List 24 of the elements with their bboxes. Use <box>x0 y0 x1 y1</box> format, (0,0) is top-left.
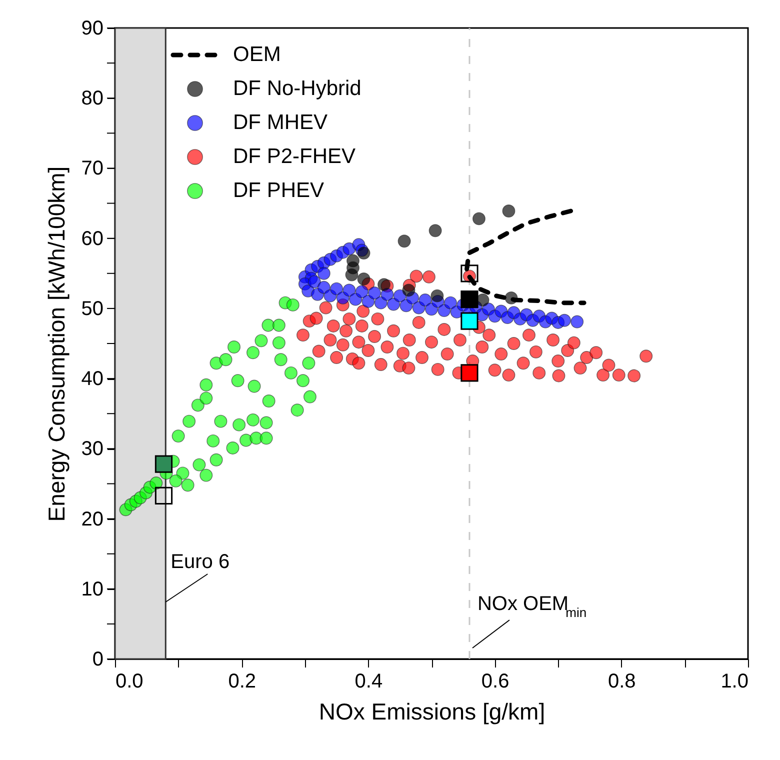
x-tick-label: 0.4 <box>354 670 383 692</box>
x-tick-label: 0.6 <box>481 670 510 692</box>
y-tick-label: 50 <box>81 298 104 320</box>
y-tick-label: 30 <box>81 438 104 460</box>
x-tick-label: 0.0 <box>116 670 144 692</box>
x-axis-title: NOx Emissions [g/km] <box>318 698 546 724</box>
legend-label: DF P2-FHEV <box>233 145 356 168</box>
y-tick-label: 40 <box>81 368 104 390</box>
legend-label: OEM <box>233 43 281 66</box>
y-tick-label: 70 <box>81 158 104 180</box>
y-tick-label: 60 <box>81 228 104 250</box>
y-axis-title: Energy Consumption [kWh/100km] <box>43 166 70 522</box>
x-tick-label: 1.0 <box>720 670 748 692</box>
x-tick-label: 0.8 <box>608 670 636 692</box>
x-tick-label: 0.2 <box>228 670 256 692</box>
legend-label: DF No-Hybrid <box>233 77 362 100</box>
y-tick-label: 20 <box>81 508 104 530</box>
y-tick-label: 10 <box>81 578 104 600</box>
y-tick-label: 0 <box>92 648 104 670</box>
legend-label: DF PHEV <box>233 179 324 202</box>
y-tick-label: 80 <box>81 88 104 110</box>
band-label: Euro 6 <box>170 551 230 573</box>
legend-label: DF MHEV <box>233 111 328 134</box>
y-tick-label: 90 <box>81 18 104 40</box>
